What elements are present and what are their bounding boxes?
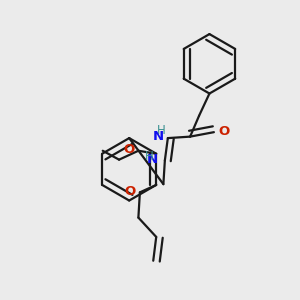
Text: N: N: [147, 153, 158, 166]
Text: O: O: [218, 125, 229, 138]
Text: H: H: [145, 150, 154, 163]
Text: N: N: [153, 130, 164, 143]
Text: O: O: [123, 143, 134, 156]
Text: H: H: [157, 124, 166, 137]
Text: O: O: [125, 185, 136, 198]
